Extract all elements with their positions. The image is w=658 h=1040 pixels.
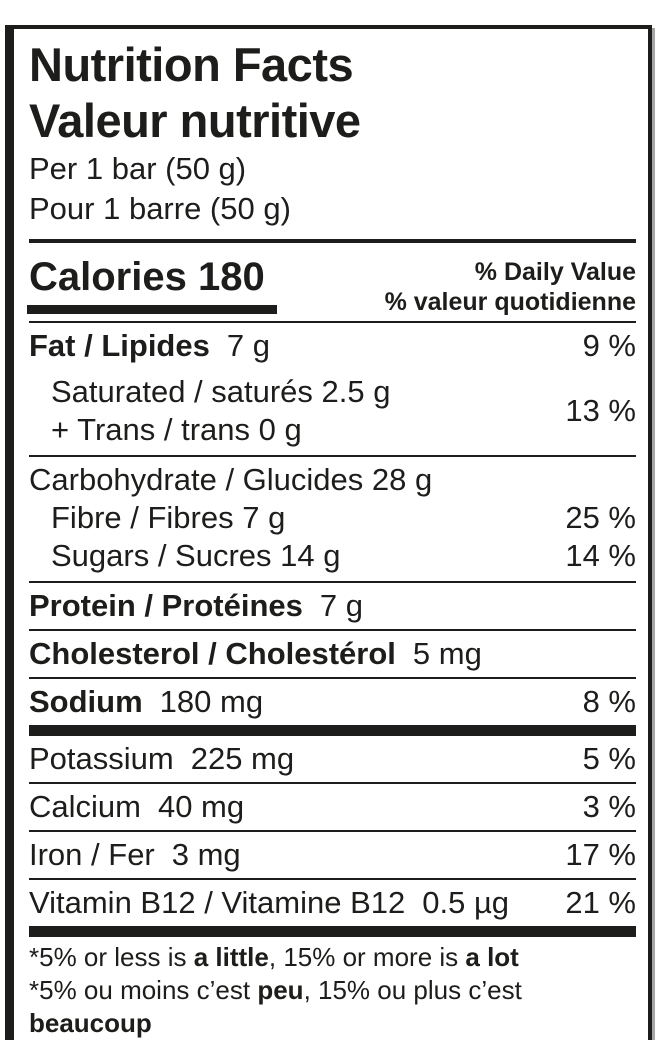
calcium-amount: 40 mg (157, 789, 245, 824)
footnotes: *5% or less is a little, 15% or more is … (29, 941, 636, 1040)
row-protein: Protein / Protéines 7 g (29, 583, 636, 629)
saturated-trans-percent: 13 % (565, 393, 636, 428)
iron-percent: 17 % (565, 837, 636, 872)
rule-above-sodium (29, 677, 636, 679)
iron-name: Iron / Fer (29, 837, 155, 872)
vitamin-b12-name-amount: Vitamin B12 / Vitamine B12 0.5 µg (29, 884, 509, 922)
sugars-percent: 14 % (565, 538, 636, 573)
thick-bar-above-footnotes (29, 926, 636, 937)
rule-above-protein (29, 581, 636, 583)
fat-name: Fat / Lipides (29, 328, 210, 363)
rule-above-carbohydrate (29, 455, 636, 457)
footnote-french: *5% ou moins c’est peu, 15% ou plus c’es… (29, 974, 636, 1040)
cholesterol-name: Cholesterol / Cholestérol (29, 636, 396, 671)
daily-value-header: % Daily Value % valeur quotidienne (385, 251, 636, 317)
sugars-name: Sugars / Sucres (51, 538, 272, 573)
saturated-line: Saturated / saturés 2.5 g (51, 374, 391, 409)
protein-name: Protein / Protéines (29, 588, 303, 623)
carbohydrate-group: Carbohydrate / Glucides 28 g Fibre / Fib… (29, 457, 636, 581)
footnote-en-seg3: , 15% or more is (268, 942, 466, 972)
sodium-name-amount: Sodium 180 mg (29, 683, 263, 721)
potassium-name: Potassium (29, 741, 174, 776)
title-french: Valeur nutritive (29, 94, 361, 147)
row-carbohydrate: Carbohydrate / Glucides 28 g (29, 461, 636, 499)
vitamin-b12-amount: 0.5 µg (422, 885, 510, 920)
rule-header (29, 239, 636, 243)
carbohydrate-name-amount: Carbohydrate / Glucides 28 g (29, 461, 432, 499)
row-fibre: Fibre / Fibres 7 g 25 % (29, 499, 636, 537)
rule-above-vitamin-b12 (29, 878, 636, 880)
iron-name-amount: Iron / Fer 3 mg (29, 836, 241, 874)
potassium-name-amount: Potassium 225 mg (29, 740, 294, 778)
daily-value-header-french: % valeur quotidienne (384, 288, 636, 316)
thick-bar-above-minerals (29, 725, 636, 736)
row-calcium: Calcium 40 mg 3 % (29, 784, 636, 830)
serving-size-english: Per 1 bar (50 g) (29, 151, 247, 186)
footnote-en-a-little: a little (193, 942, 269, 972)
sugars-amount: 14 g (280, 538, 341, 573)
footnote-en-a-lot: a lot (465, 942, 519, 972)
serving-size-french: Pour 1 barre (50 g) (29, 191, 291, 226)
nutrition-facts-label: Nutrition Facts Valeur nutritive Per 1 b… (5, 25, 652, 1040)
potassium-amount: 225 mg (190, 741, 295, 776)
calories-value: 180 (197, 255, 265, 299)
carbohydrate-name: Carbohydrate / Glucides (29, 462, 364, 497)
footnote-en-seg1: *5% or less is (29, 942, 194, 972)
footnote-fr-peu: peu (257, 975, 304, 1005)
iron-amount: 3 mg (171, 837, 241, 872)
footnote-fr-seg1: *5% ou moins c’est (29, 975, 258, 1005)
calories-block: Calories 180 (27, 251, 277, 317)
sodium-amount: 180 mg (159, 684, 264, 719)
fibre-name-amount: Fibre / Fibres 7 g (29, 499, 285, 537)
calories-section: Calories 180 % Daily Value % valeur quot… (27, 243, 636, 317)
row-sodium: Sodium 180 mg 8 % (29, 679, 636, 725)
row-sugars: Sugars / Sucres 14 g 14 % (29, 537, 636, 575)
row-potassium: Potassium 225 mg 5 % (29, 736, 636, 782)
fibre-amount: 7 g (242, 500, 286, 535)
calories-underline-bar (27, 305, 277, 314)
rule-above-iron (29, 830, 636, 832)
footnote-fr-seg3: , 15% ou plus c’est (303, 975, 522, 1005)
cholesterol-amount: 5 mg (412, 636, 482, 671)
fat-percent: 9 % (582, 328, 636, 363)
rule-above-calcium (29, 782, 636, 784)
row-cholesterol: Cholesterol / Cholestérol 5 mg (29, 631, 636, 677)
row-fat: Fat / Lipides 7 g 9 % (29, 323, 636, 369)
title-english: Nutrition Facts (29, 38, 354, 91)
calcium-percent: 3 % (582, 789, 636, 824)
sugars-name-amount: Sugars / Sucres 14 g (29, 537, 341, 575)
sodium-name: Sodium (29, 684, 143, 719)
daily-value-header-english: % Daily Value (474, 258, 636, 286)
vitamin-b12-percent: 21 % (565, 885, 636, 920)
rule-above-cholesterol (29, 629, 636, 631)
fibre-percent: 25 % (565, 500, 636, 535)
footnote-fr-beaucoup: beaucoup (29, 1008, 152, 1038)
protein-amount: 7 g (319, 588, 363, 623)
calories-label: Calories (29, 255, 187, 299)
carbohydrate-amount: 28 g (371, 462, 433, 497)
fat-name-amount: Fat / Lipides 7 g (29, 327, 270, 365)
row-saturated-trans: Saturated / saturés 2.5 g + Trans / tran… (29, 369, 636, 455)
saturated-trans-lines: Saturated / saturés 2.5 g + Trans / tran… (29, 373, 391, 449)
calcium-name-amount: Calcium 40 mg (29, 788, 244, 826)
row-vitamin-b12: Vitamin B12 / Vitamine B12 0.5 µg 21 % (29, 880, 636, 926)
sodium-percent: 8 % (582, 684, 636, 719)
calories-row: Calories 180 (29, 251, 277, 303)
cholesterol-name-amount: Cholesterol / Cholestérol 5 mg (29, 635, 482, 673)
calcium-name: Calcium (29, 789, 141, 824)
protein-name-amount: Protein / Protéines 7 g (29, 587, 363, 625)
potassium-percent: 5 % (582, 741, 636, 776)
rule-above-fat (29, 321, 636, 323)
fat-amount: 7 g (226, 328, 270, 363)
vitamin-b12-name: Vitamin B12 / Vitamine B12 (29, 885, 406, 920)
row-iron: Iron / Fer 3 mg 17 % (29, 832, 636, 878)
trans-line: + Trans / trans 0 g (51, 412, 302, 447)
footnote-english: *5% or less is a little, 15% or more is … (29, 941, 636, 974)
fibre-name: Fibre / Fibres (51, 500, 234, 535)
